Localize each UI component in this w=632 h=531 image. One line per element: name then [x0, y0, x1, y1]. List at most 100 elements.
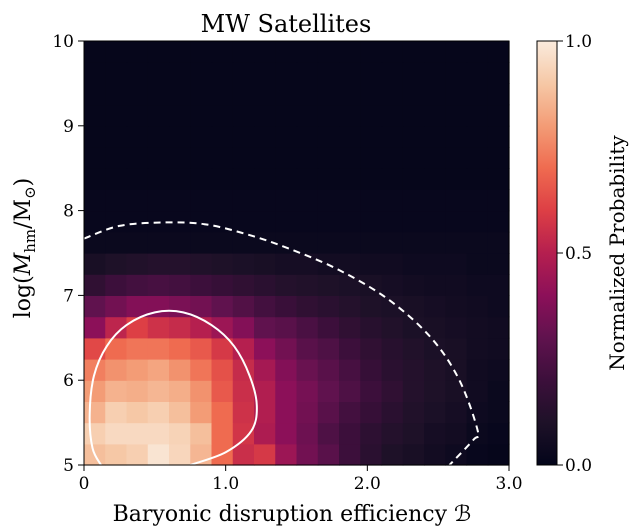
heatmap-cell — [445, 295, 468, 318]
heatmap-cell — [147, 189, 170, 212]
heatmap-cell — [487, 274, 510, 296]
heatmap-cell — [254, 443, 276, 466]
heatmap-cell — [296, 337, 319, 360]
heatmap-cell — [169, 125, 191, 148]
heatmap-cell — [190, 380, 213, 402]
x-tick-label: 2.0 — [354, 474, 381, 494]
colorbar-ticks: 0.0 0.5 1.0 — [557, 32, 592, 476]
contour-dashed — [84, 221, 480, 465]
heatmap-cell — [381, 83, 404, 106]
heatmap-cell — [402, 62, 425, 84]
heatmap-cell — [296, 401, 319, 424]
heatmap-cell — [190, 253, 213, 275]
heatmap-cell — [381, 253, 404, 275]
heatmap-cell — [232, 401, 255, 424]
heatmap-cell — [254, 147, 276, 169]
heatmap-cell — [126, 380, 149, 402]
heatmap-cell — [317, 359, 340, 381]
heatmap-cell — [190, 168, 213, 190]
heatmap-cell — [84, 274, 106, 296]
heatmap-cell — [232, 125, 255, 148]
heatmap-cell — [84, 125, 106, 148]
heatmap-cell — [402, 443, 425, 466]
heatmap-cell — [296, 104, 319, 127]
heatmap-cell — [126, 41, 149, 63]
heatmap-cell — [84, 337, 106, 360]
heatmap-cell — [339, 316, 361, 339]
heatmap-cell — [254, 316, 276, 339]
y-tick-label: 10 — [52, 32, 74, 52]
heatmap-cell — [232, 104, 255, 127]
heatmap-cell — [487, 83, 510, 106]
heatmap-cell — [445, 41, 468, 63]
heatmap-cell — [402, 337, 425, 360]
heatmap-cell — [402, 83, 425, 106]
heatmap-cell — [466, 401, 489, 424]
heatmap-cell — [296, 168, 319, 190]
heatmap-cell — [211, 253, 234, 275]
heatmap-cell — [105, 147, 128, 169]
heatmap-cell — [402, 147, 425, 169]
heatmap-cell — [275, 41, 298, 63]
heatmap-cell — [169, 62, 191, 84]
heatmap-cell — [424, 41, 446, 63]
heatmap-cell — [84, 189, 106, 212]
heatmap-cell — [126, 147, 149, 169]
heatmap-cell — [254, 62, 276, 84]
colorbar — [536, 40, 558, 466]
heatmap-cell — [105, 83, 128, 106]
heatmap-cell — [487, 401, 510, 424]
heatmap-cell — [339, 41, 361, 63]
heatmap-cell — [211, 401, 234, 424]
heatmap-cell — [339, 83, 361, 106]
heatmap-cell — [424, 189, 446, 212]
heatmap-cell — [126, 337, 149, 360]
heatmap-cell — [211, 104, 234, 127]
heatmap-cell — [275, 337, 298, 360]
heatmap-cell — [317, 274, 340, 296]
heatmap-cell — [445, 62, 468, 84]
heatmap-cell — [105, 231, 128, 254]
heatmap-cell — [445, 210, 468, 233]
heatmap-cell — [105, 380, 128, 402]
chart-title: MW Satellites — [201, 10, 372, 38]
heatmap-cell — [317, 147, 340, 169]
heatmap-cell — [126, 274, 149, 296]
heatmap-cell — [275, 189, 298, 212]
heatmap-cell — [424, 210, 446, 233]
heatmap-cell — [381, 359, 404, 381]
heatmap-cell — [402, 401, 425, 424]
heatmap-cell — [360, 189, 383, 212]
heatmap-cell — [487, 337, 510, 360]
heatmap-cell — [445, 380, 468, 402]
heatmap-cell — [147, 422, 170, 445]
heatmap-cell — [317, 125, 340, 148]
heatmap-cell — [190, 231, 213, 254]
heatmap-cell — [254, 380, 276, 402]
colorbar-tick-label: 1.0 — [565, 32, 592, 52]
heatmap-cell — [381, 62, 404, 84]
heatmap-cell — [402, 210, 425, 233]
heatmap-cell — [317, 231, 340, 254]
heatmap-cell — [402, 316, 425, 339]
heatmap-cell — [211, 337, 234, 360]
heatmap-cell — [487, 104, 510, 127]
heatmap-cell — [445, 125, 468, 148]
heatmap-cell — [254, 104, 276, 127]
heatmap-cell — [424, 380, 446, 402]
heatmap-cell — [84, 147, 106, 169]
heatmap-cell — [169, 422, 191, 445]
heatmap-cell — [147, 316, 170, 339]
heatmap-cell — [147, 104, 170, 127]
heatmap-cell — [275, 62, 298, 84]
x-tick-label: 3.0 — [495, 474, 522, 494]
heatmap-cell — [360, 62, 383, 84]
heatmap-cell — [169, 41, 191, 63]
heatmap-cell — [487, 380, 510, 402]
heatmap-cell — [105, 125, 128, 148]
heatmap-cell — [126, 422, 149, 445]
heatmap-cell — [381, 401, 404, 424]
heatmap-cell — [254, 210, 276, 233]
heatmap-cell — [445, 274, 468, 296]
heatmap-cell — [84, 422, 106, 445]
